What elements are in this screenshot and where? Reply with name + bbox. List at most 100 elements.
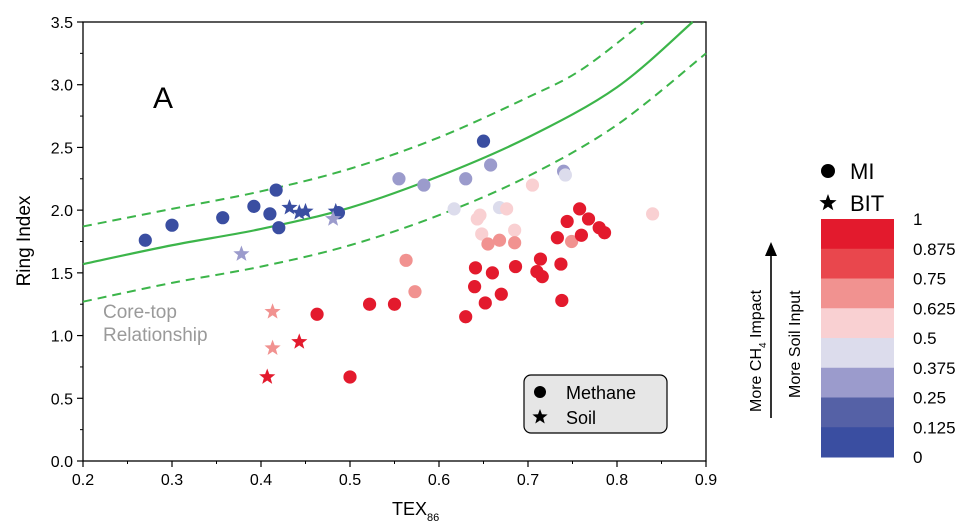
core-top-curve <box>82 21 694 266</box>
colorbar-segment <box>821 367 894 398</box>
y-tick-label: 2.5 <box>51 140 73 157</box>
colorbar-label: 0 <box>913 448 922 467</box>
side-legend-bit-marker <box>819 194 837 211</box>
colorbar: 1 0.875 0.75 0.625 0.5 0.375 0.25 0.125 0 <box>821 210 956 467</box>
colorbar-label: 0.25 <box>913 389 946 408</box>
legend-soil-label: Soil <box>566 408 596 428</box>
colorbar-label: 0.125 <box>913 418 956 437</box>
side-legend-bit-label: BIT <box>850 191 884 216</box>
methane-point <box>492 233 507 247</box>
methane-point <box>476 134 491 148</box>
methane-point <box>263 207 277 221</box>
methane-point <box>343 370 357 384</box>
upper-bound-curve <box>82 21 645 228</box>
methane-point <box>494 287 508 301</box>
x-axis-label: TEX86 <box>392 499 439 524</box>
methane-point <box>558 168 572 182</box>
x-tick-label: 0.5 <box>339 472 361 489</box>
colorbar-segment <box>821 278 894 309</box>
soil-point <box>281 199 298 215</box>
legend-methane-marker <box>534 386 546 398</box>
methane-point <box>550 231 564 245</box>
y-tick-label: 0.5 <box>51 391 73 408</box>
methane-point <box>535 270 549 284</box>
methane-point <box>447 202 461 216</box>
methane-point <box>165 218 179 232</box>
methane-impact-label: More CH4 Impact <box>748 289 769 412</box>
methane-point <box>533 252 548 266</box>
x-tick-label: 0.6 <box>428 472 450 489</box>
x-axis-label-sub: 86 <box>427 512 439 524</box>
colorbar-label: 0.625 <box>913 299 956 318</box>
y-tick-label: 3.0 <box>51 78 73 95</box>
colorbar-label: 1 <box>913 210 922 229</box>
methane-point <box>310 307 324 321</box>
methane-point <box>597 226 612 240</box>
methane-point <box>574 228 589 242</box>
methane-point <box>481 237 495 251</box>
methane-point <box>508 259 523 274</box>
soil-point <box>297 202 314 219</box>
methane-impact-label-end: Impact <box>748 289 765 342</box>
legend-soil-marker <box>532 409 548 424</box>
colorbar-segment <box>821 308 894 339</box>
methane-point <box>500 202 514 216</box>
impact-arrow-head <box>765 242 777 256</box>
methane-point <box>459 172 473 186</box>
y-axis-label: Ring Index <box>14 195 35 286</box>
colorbar-segment <box>821 248 894 279</box>
methane-point <box>468 280 482 294</box>
colorbar-label: 0.875 <box>913 240 956 259</box>
methane-point <box>138 233 152 247</box>
soil-point <box>233 245 250 261</box>
methane-point <box>408 285 422 299</box>
methane-point <box>560 214 574 229</box>
soil-point <box>291 333 308 349</box>
x-tick-label: 0.7 <box>517 472 539 489</box>
methane-point <box>216 211 230 225</box>
y-tick-label: 3.5 <box>51 15 73 32</box>
soil-input-label: More Soil Input <box>787 290 804 398</box>
colorbar-label: 0.375 <box>913 359 956 378</box>
methane-point <box>508 223 522 237</box>
methane-point <box>565 234 579 249</box>
methane-point <box>399 253 413 267</box>
lower-bound-curve <box>82 52 707 303</box>
methane-impact-label-main: More CH <box>748 348 765 412</box>
colorbar-label: 0.5 <box>913 329 937 348</box>
x-tick-label: 0.3 <box>161 472 183 489</box>
methane-point <box>555 293 569 308</box>
methane-impact-label-sub: 4 <box>758 342 769 348</box>
colorbar-segment <box>821 427 894 458</box>
methane-point <box>484 158 498 172</box>
methane-point <box>485 266 499 280</box>
side-legend-mi-label: MI <box>850 159 874 184</box>
legend-box <box>523 374 668 434</box>
x-axis-label-main: TEX <box>392 499 427 519</box>
colorbar-label: 0.75 <box>913 270 946 289</box>
soil-point <box>291 204 308 220</box>
x-axis: 0.2 0.3 0.4 0.5 0.6 0.7 0.8 0.9 <box>72 461 717 489</box>
y-axis: 0.0 0.5 1.0 1.5 2.0 2.5 3.0 3.5 <box>51 15 83 471</box>
x-tick-label: 0.9 <box>695 472 717 489</box>
methane-point <box>392 172 406 186</box>
methane-point <box>508 236 522 250</box>
methane-point <box>573 202 587 216</box>
methane-point <box>362 297 377 311</box>
methane-point <box>525 178 540 192</box>
methane-point <box>269 183 283 197</box>
x-tick-label: 0.8 <box>606 472 628 489</box>
methane-point <box>478 296 492 310</box>
methane-point <box>554 257 568 271</box>
annotation-line-1: Core-top <box>103 302 177 323</box>
legend-methane-label: Methane <box>566 383 636 403</box>
methane-point <box>387 297 402 311</box>
methane-point <box>247 199 261 213</box>
methane-point <box>417 178 431 192</box>
panel-label: A <box>153 82 173 115</box>
methane-point <box>473 208 487 222</box>
x-tick-label: 0.4 <box>250 472 272 489</box>
colorbar-segment <box>821 219 894 250</box>
x-tick-label: 0.2 <box>72 472 94 489</box>
